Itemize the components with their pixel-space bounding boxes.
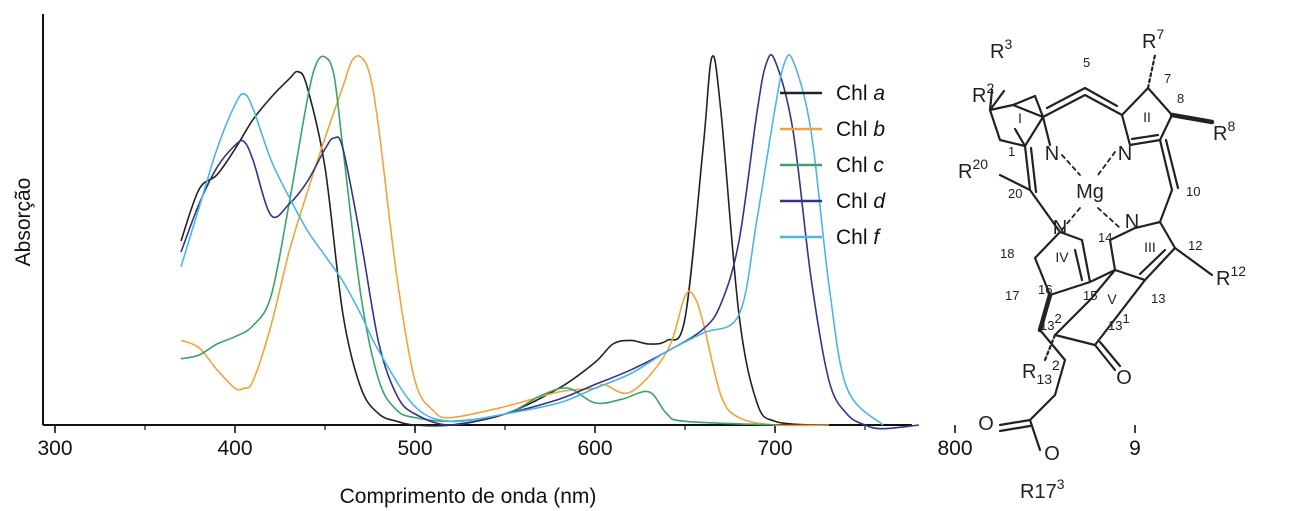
- ring-i-lines: [988, 88, 1052, 148]
- pos-17: 17: [1005, 288, 1019, 303]
- series-lines: [180, 53, 920, 430]
- series-line-b: [180, 54, 830, 427]
- r2-label: R2: [972, 80, 994, 107]
- x-tick-label: 300: [37, 437, 72, 460]
- ring-iv-bonds: [1033, 230, 1092, 297]
- ring-label-iv: IV: [1055, 249, 1069, 265]
- r13-label: R132: [1022, 357, 1060, 387]
- meso-5-bonds: [1041, 86, 1124, 119]
- ring-iv-c15: [1088, 268, 1117, 284]
- series-line-d: [180, 53, 920, 430]
- ring-label-ii: II: [1143, 109, 1151, 125]
- pos-13: 13: [1151, 291, 1165, 306]
- pos-18: 18: [1000, 246, 1014, 261]
- side-chain-17-bonds: [998, 328, 1067, 452]
- n-label-3: N: [1125, 211, 1139, 233]
- series-line-f: [180, 54, 884, 426]
- x-axis-title: Comprimento de onda (nm): [340, 485, 597, 508]
- series-line-c: [180, 55, 776, 426]
- ring-v-bonds: [1053, 268, 1147, 372]
- pos-12: 12: [1188, 238, 1202, 253]
- legend-label-a: Chl a: [836, 82, 885, 105]
- r13-hash: [1043, 333, 1057, 362]
- legend-label-c: Chl c: [836, 154, 884, 177]
- ring-i-bonds: [988, 89, 1045, 148]
- chlorophyll-labels: Mg N N N N O O O R2 R3 R7 R8 R12 R20 R13…: [958, 26, 1246, 503]
- ring-iii-bonds: [1108, 220, 1177, 282]
- pos-7: 7: [1164, 71, 1171, 86]
- x-tick-label: 9: [1129, 437, 1141, 460]
- legend-label-b: Chl b: [836, 118, 885, 141]
- pos-14: 14: [1098, 230, 1112, 245]
- pos-1: 1: [1008, 144, 1015, 159]
- meso-10-bonds: [1158, 138, 1180, 224]
- y-axis-title: Absorção: [12, 178, 35, 267]
- pos-13-2: 132: [1040, 311, 1062, 333]
- r12-bond: [1173, 246, 1214, 277]
- pos-5: 5: [1083, 55, 1090, 70]
- r8-wedge: [1169, 112, 1215, 125]
- n-label-1: N: [1045, 143, 1059, 165]
- r7-hash: [1146, 53, 1157, 90]
- r20-bond: [998, 173, 1032, 192]
- pos-20: 20: [1008, 186, 1022, 201]
- x-tick-label: 700: [757, 437, 792, 460]
- pos-10: 10: [1186, 184, 1200, 199]
- r17-label: R173: [1020, 476, 1065, 503]
- pos-8: 8: [1177, 91, 1184, 106]
- chlorophyll-structure: [988, 53, 1215, 452]
- mg-label: Mg: [1076, 181, 1104, 203]
- legend: Chl a Chl b Chl c Chl d Chl f: [780, 82, 886, 249]
- n-label-4: N: [1053, 217, 1067, 239]
- x-tick-label: 600: [577, 437, 612, 460]
- x-tick-labels: 300 400 500 600 700 800 9: [37, 437, 1140, 460]
- side-chain-17: [1037, 292, 1053, 333]
- legend-label-d: Chl d: [836, 190, 886, 213]
- legend-label-f: Chl f: [836, 226, 881, 249]
- x-ticks: [54, 425, 1136, 433]
- o-label-3: O: [1044, 443, 1060, 465]
- pos-16: 16: [1038, 282, 1052, 297]
- ring-label-v: V: [1107, 291, 1117, 307]
- r7-label: R7: [1142, 26, 1164, 53]
- r12-label: R12: [1216, 263, 1246, 290]
- r8-label: R8: [1213, 118, 1235, 145]
- pos-15: 15: [1083, 288, 1097, 303]
- series-line-a: [180, 55, 812, 427]
- o-label-1: O: [1116, 367, 1132, 389]
- ring-label-i: I: [1018, 110, 1022, 126]
- n-label-2: N: [1118, 143, 1132, 165]
- ring-ii-bonds: [1120, 86, 1174, 147]
- x-tick-label: 400: [217, 437, 252, 460]
- ring-label-iii: III: [1144, 239, 1156, 255]
- x-tick-label: 500: [397, 437, 432, 460]
- r20-label: R20: [958, 156, 988, 183]
- x-tick-label: 800: [937, 437, 972, 460]
- pos-13-1: 131: [1108, 311, 1130, 333]
- o-label-2: O: [978, 413, 994, 435]
- r3-label: R3: [990, 36, 1012, 63]
- absorption-chart: 300 400 500 600 700 800 9 Comprimento de onda …: [12, 14, 1141, 508]
